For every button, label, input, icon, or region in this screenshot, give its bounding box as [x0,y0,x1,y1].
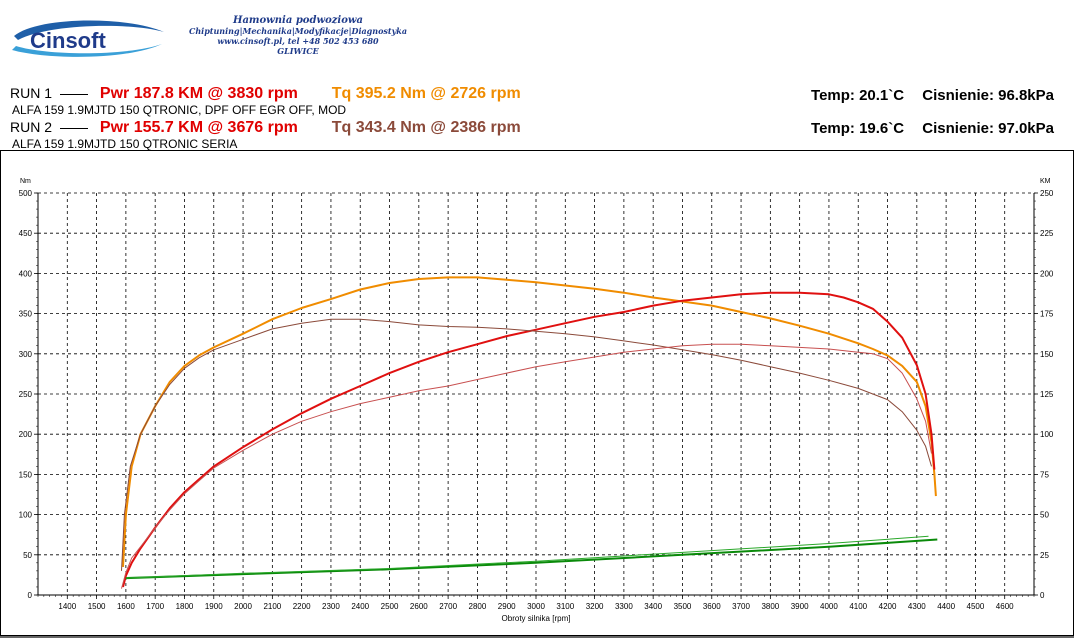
x-tick-label: 4300 [908,602,926,611]
series-line-run-2-loss [125,535,929,579]
x-tick-label: 1400 [58,602,76,611]
company-line4: GLIWICE [277,46,319,56]
x-axis-label: Obroty silnika [rpm] [502,614,571,623]
y-tick-label: 400 [19,269,33,278]
run1-pwr: Pwr 187.8 KM @ 3830 rpm [99,85,298,102]
x-tick-label: 1900 [205,602,223,611]
chart-series [121,276,938,589]
series-line-run-1-loss [125,538,938,580]
x-tick-label: 2600 [410,602,428,611]
x-tick-label: 4600 [996,602,1014,611]
y2-tick-label: 100 [1040,430,1054,439]
x-tick-label: 3400 [644,602,662,611]
y2-tick-label: 200 [1040,269,1054,278]
x-tick-label: 4100 [849,602,867,611]
y-axis-label: Nm [20,178,31,185]
run2-summary: RUN 2 Pwr 155.7 KM @ 3676 rpm Tq 343.4 N… [10,119,521,137]
y2-tick-label: 25 [1040,551,1049,560]
y-tick-label: 200 [19,430,33,439]
x-tick-label: 2300 [322,602,340,611]
run2-label: RUN 2 [10,119,53,135]
y2-tick-label: 50 [1040,511,1049,520]
y2-tick-label: 150 [1040,350,1054,359]
run1-tq: Tq 395.2 Nm @ 2726 rpm [331,85,521,102]
x-tick-label: 3700 [732,602,750,611]
series-line-run-1-tq [122,276,937,567]
cinsoft-logo: Cinsoft [12,20,164,57]
x-tick-label: 2700 [439,602,457,611]
header: Cinsoft Hamownia podwoziowa Chiptuning|M… [0,0,1074,152]
x-tick-label: 4400 [937,602,955,611]
x-tick-label: 2200 [293,602,311,611]
company-line1: Hamownia podwoziowa [233,15,363,26]
series-line-run-2-tq [121,318,932,571]
chart-axes: 1400 1500 1600 1700 1800 1900 2000 2100 2200 2300… [19,189,1054,611]
run1-car: ALFA 159 1.9MJTD 150 QTRONIC, DPF OFF EG… [12,103,347,117]
run2-pwr: Pwr 155.7 KM @ 3676 rpm [99,119,298,136]
y2-tick-label: 0 [1040,591,1045,600]
run1-pressure: Cisnienie: 96.8kPa [922,87,1054,104]
x-tick-label: 2800 [469,602,487,611]
y-tick-label: 450 [19,229,33,238]
run2-pressure: Cisnienie: 97.0kPa [922,120,1054,137]
y2-tick-label: 250 [1040,189,1054,198]
x-tick-label: 4000 [820,602,838,611]
y-tick-label: 300 [19,350,33,359]
y-tick-label: 50 [23,551,32,560]
y2-axis-label: KM [1040,178,1051,185]
run1-line-sample [60,93,89,95]
x-tick-label: 3600 [703,602,721,611]
x-tick-label: 1700 [146,602,164,611]
x-tick-label: 3500 [674,602,692,611]
y-tick-label: 250 [19,390,33,399]
x-tick-label: 4200 [879,602,897,611]
x-tick-label: 3100 [556,602,574,611]
run1-env: Temp: 20.1`C Cisnienie: 96.8kPa [797,87,1054,104]
company-line3: www.cinsoft.pl, tel +48 502 453 680 [217,36,379,46]
run1-temp: Temp: 20.1`C [811,87,905,104]
y-tick-label: 100 [19,511,33,520]
series-line-run-1-pwr [122,291,936,588]
x-tick-label: 1500 [88,602,106,611]
run1-label: RUN 1 [10,85,53,101]
x-tick-label: 1600 [117,602,135,611]
y2-tick-label: 75 [1040,470,1049,479]
x-tick-label: 3800 [761,602,779,611]
company-info: Hamownia podwoziowa Chiptuning|Mechanika… [168,15,428,57]
run1-summary: RUN 1 Pwr 187.8 KM @ 3830 rpm Tq 395.2 N… [10,85,521,103]
x-tick-label: 3200 [586,602,604,611]
x-tick-label: 2100 [263,602,281,611]
run2-env: Temp: 19.6`C Cisnienie: 97.0kPa [797,120,1054,137]
y2-tick-label: 225 [1040,229,1054,238]
run2-car: ALFA 159 1.9MJTD 150 QTRONIC SERIA [12,137,238,151]
y-tick-label: 350 [19,310,33,319]
x-tick-label: 1800 [176,602,194,611]
chart-grid [38,192,1034,596]
run2-temp: Temp: 19.6`C [811,120,905,137]
run2-tq: Tq 343.4 Nm @ 2386 rpm [331,119,521,136]
x-tick-label: 2900 [498,602,516,611]
x-tick-label: 3900 [791,602,809,611]
company-line2: Chiptuning|Mechanika|Modyfikacje|Diagnos… [188,26,408,36]
y-tick-label: 150 [19,470,33,479]
series-line-run-2-pwr [121,343,932,589]
x-tick-label: 3000 [527,602,545,611]
y2-tick-label: 125 [1040,390,1054,399]
x-tick-label: 4500 [967,602,985,611]
logo-text: Cinsoft [30,28,106,53]
bottom-divider [0,636,1074,638]
y-tick-label: 500 [19,189,33,198]
x-tick-label: 2500 [381,602,399,611]
x-tick-label: 2400 [351,602,369,611]
x-tick-label: 2000 [234,602,252,611]
x-tick-label: 3300 [615,602,633,611]
run2-line-sample [60,127,89,129]
y-tick-label: 0 [28,591,33,600]
y2-tick-label: 175 [1040,310,1054,319]
